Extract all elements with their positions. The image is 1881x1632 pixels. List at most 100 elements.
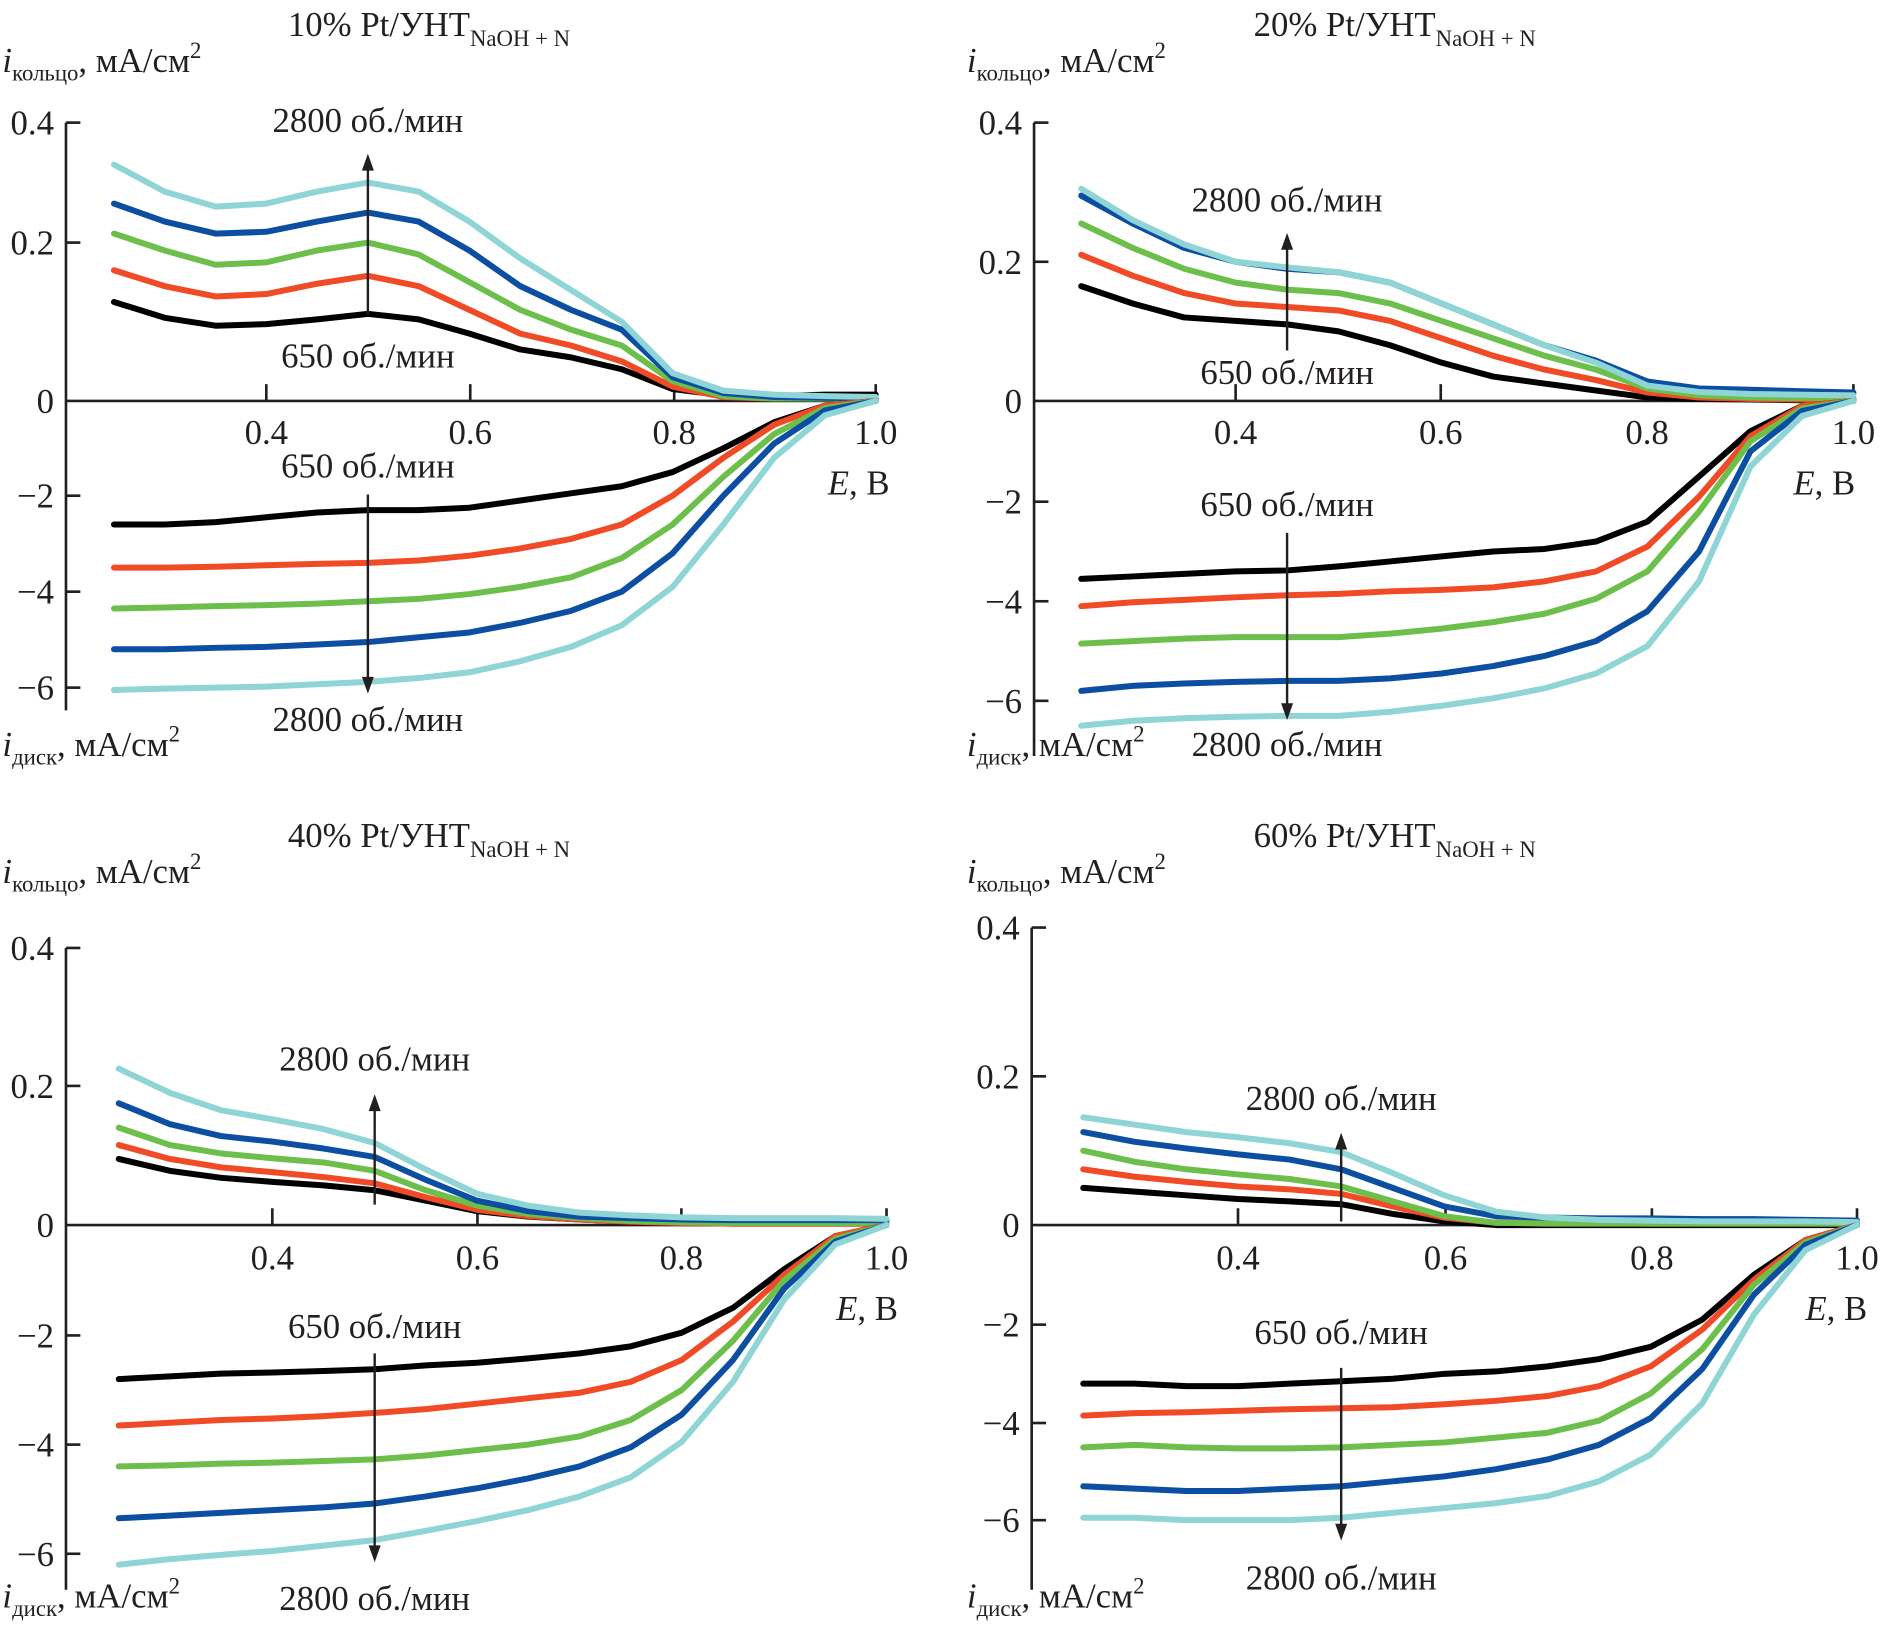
ring-axis-unit-sup: 2 bbox=[190, 38, 201, 63]
panel-title-subscript: NaOH + N bbox=[470, 837, 570, 862]
disk-axis-subscript: диск bbox=[12, 744, 58, 769]
arrow-down-icon bbox=[1335, 1523, 1348, 1541]
x-axis-label: E, В bbox=[835, 1289, 898, 1328]
ring-axis-label: iкольцо, мА/см2 bbox=[2, 38, 201, 86]
disk-axis-unit: , мА/см bbox=[57, 1577, 169, 1616]
disk-annotation-low: 650 об./мин bbox=[288, 1307, 461, 1346]
x-tick-label: 0.6 bbox=[449, 413, 492, 452]
x-axis-unit: , В bbox=[857, 1289, 898, 1328]
ring-curve-1 bbox=[110, 298, 879, 400]
disk-annotation-high: 2800 об./мин bbox=[1246, 1559, 1437, 1598]
disk-curve-1 bbox=[110, 397, 879, 528]
panel-title: 40% Pt/УНТNaOH + N bbox=[288, 816, 570, 862]
x-axis-unit: , В bbox=[1827, 1289, 1868, 1328]
disk-curve-5 bbox=[1078, 397, 1857, 729]
disk-curve-2 bbox=[1080, 1222, 1861, 1419]
x-axis-label: E, В bbox=[827, 464, 890, 503]
ring-curve-3 bbox=[110, 230, 879, 402]
ring-axis-unit: , мА/см bbox=[78, 852, 190, 891]
panel-title: 60% Pt/УНТNaOH + N bbox=[1254, 816, 1536, 862]
ring-curve-2 bbox=[110, 267, 879, 402]
arrow-down-icon bbox=[368, 1545, 381, 1563]
ring-axis-unit: , мА/см bbox=[1043, 852, 1155, 891]
disk-axis-symbol: i bbox=[2, 725, 12, 764]
x-tick-label: 0.6 bbox=[1419, 413, 1462, 452]
disk-y-tick-label: −4 bbox=[985, 582, 1022, 621]
arrow-up-icon bbox=[1335, 1132, 1348, 1150]
arrow-up-icon bbox=[361, 153, 374, 171]
ring-axis-unit: , мА/см bbox=[78, 41, 190, 80]
disk-annotation-low: 650 об./мин bbox=[1200, 485, 1373, 524]
panel-title-subscript: NaOH + N bbox=[1436, 26, 1536, 51]
disk-axis-label: iдиск, мА/см2 bbox=[967, 722, 1145, 770]
x-tick-label: 0.6 bbox=[456, 1238, 499, 1277]
panel-title: 10% Pt/УНТNaOH + N bbox=[288, 5, 570, 51]
ring-axis-unit-sup: 2 bbox=[190, 849, 201, 874]
disk-axis-label: iдиск, мА/см2 bbox=[967, 1573, 1145, 1621]
ring-axis-unit: , мА/см bbox=[1043, 41, 1155, 80]
disk-curve-5 bbox=[115, 1222, 890, 1568]
disk-curve-2 bbox=[115, 1222, 890, 1429]
disk-curve-2 bbox=[110, 397, 879, 571]
ring-axis-symbol: i bbox=[967, 852, 977, 891]
x-axis-label: E, В bbox=[1804, 1289, 1867, 1328]
x-axis-label: E, В bbox=[1792, 464, 1855, 503]
x-tick-label: 0.4 bbox=[251, 1238, 294, 1277]
disk-annotation-low: 650 об./мин bbox=[281, 447, 454, 486]
ring-annotation-low: 650 об./мин bbox=[1200, 353, 1373, 392]
disk-axis-unit: , мА/см bbox=[1022, 725, 1134, 764]
disk-y-tick-label: −4 bbox=[17, 573, 54, 612]
disk-axis-unit-sup: 2 bbox=[1133, 722, 1144, 747]
disk-curve-3 bbox=[1078, 397, 1857, 647]
disk-curve-4 bbox=[1078, 397, 1857, 694]
ring-axis-label: iкольцо, мА/см2 bbox=[967, 38, 1166, 86]
ring-axis-unit-sup: 2 bbox=[1155, 849, 1166, 874]
x-tick-label: 0.8 bbox=[1630, 1238, 1673, 1277]
x-tick-label: 0.4 bbox=[1214, 413, 1257, 452]
panel-title-main: 20% Pt/УНТ bbox=[1254, 5, 1436, 44]
panel-title-subscript: NaOH + N bbox=[470, 26, 570, 51]
x-tick-label: 0.8 bbox=[1625, 413, 1668, 452]
disk-axis-unit-sup: 2 bbox=[1133, 1573, 1144, 1598]
ring-y-tick-label: 0.4 bbox=[976, 909, 1019, 948]
x-axis-symbol: E bbox=[1804, 1289, 1826, 1328]
disk-curve-1 bbox=[1080, 1222, 1861, 1390]
panel-title-subscript: NaOH + N bbox=[1436, 837, 1536, 862]
panel-title-main: 60% Pt/УНТ bbox=[1254, 816, 1436, 855]
disk-axis-unit-sup: 2 bbox=[169, 722, 180, 747]
disk-annotation-high: 2800 об./мин bbox=[279, 1579, 470, 1618]
ring-curve-4 bbox=[1080, 1129, 1861, 1224]
ring-y-tick-label: 0.2 bbox=[11, 224, 54, 263]
disk-curve-3 bbox=[115, 1222, 890, 1470]
x-tick-label: 0.6 bbox=[1424, 1238, 1467, 1277]
disk-y-tick-label: −2 bbox=[983, 1306, 1020, 1345]
ring-curve-5 bbox=[1078, 185, 1857, 399]
ring-y-tick-label: 0.4 bbox=[979, 104, 1022, 143]
disk-axis-subscript: диск bbox=[977, 744, 1023, 769]
disk-curve-4 bbox=[110, 397, 879, 653]
disk-curve-4 bbox=[1080, 1222, 1861, 1495]
disk-y-tick-label: −4 bbox=[983, 1404, 1020, 1443]
x-tick-label: 0.4 bbox=[245, 413, 288, 452]
disk-axis-label: iдиск, мА/см2 bbox=[2, 722, 180, 770]
panel-title-main: 40% Pt/УНТ bbox=[288, 816, 470, 855]
ring-annotation-high: 2800 об./мин bbox=[272, 101, 463, 140]
ring-y-tick-label: 0 bbox=[37, 382, 54, 421]
x-axis-symbol: E bbox=[835, 1289, 857, 1328]
ring-axis-subscript: кольцо bbox=[12, 872, 78, 897]
disk-axis-subscript: диск bbox=[977, 1596, 1023, 1621]
disk-y-tick-label: −6 bbox=[985, 682, 1022, 721]
arrow-down-icon bbox=[361, 676, 374, 694]
ring-annotation-high: 2800 об./мин bbox=[1246, 1079, 1437, 1118]
ring-axis-label: iкольцо, мА/см2 bbox=[967, 849, 1166, 897]
ring-y-tick-label: 0.4 bbox=[11, 929, 54, 968]
disk-y-tick-label: −4 bbox=[17, 1426, 54, 1465]
ring-annotation-high: 2800 об./мин bbox=[1192, 180, 1383, 219]
ring-y-tick-label: 0.4 bbox=[11, 104, 54, 143]
disk-axis-unit: , мА/см bbox=[57, 725, 169, 764]
ring-y-tick-label: 0.2 bbox=[11, 1067, 54, 1106]
ring-annotation-low: 650 об./мин bbox=[281, 336, 454, 375]
disk-annotation-low: 650 об./мин bbox=[1254, 1313, 1427, 1352]
